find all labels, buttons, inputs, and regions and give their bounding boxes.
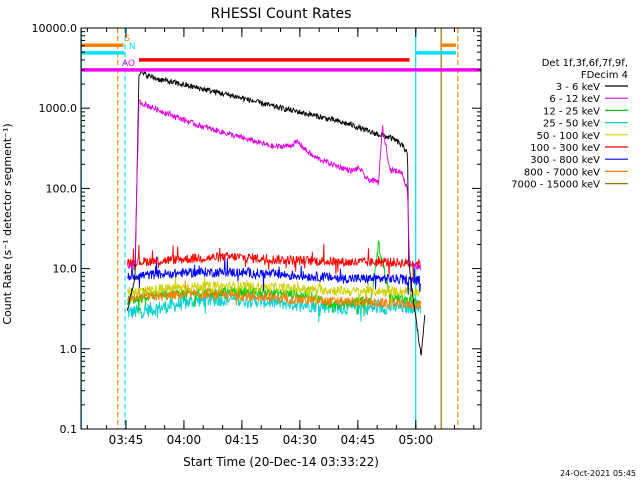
series-line-300-800-kev bbox=[127, 255, 422, 295]
state-label-n: N bbox=[129, 42, 136, 52]
series-line-3-6-kev bbox=[126, 70, 426, 356]
x-axis-label: Start Time (20-Dec-14 03:33:22) bbox=[183, 455, 379, 469]
legend-label-800-7000-kev: 800 - 7000 keV bbox=[524, 167, 600, 178]
legend-label-100-300-kev: 100 - 300 keV bbox=[530, 143, 600, 154]
series-line-6-12-kev bbox=[127, 99, 422, 271]
legend-header: FDecim 4 bbox=[581, 70, 628, 81]
legend-label-25-50-kev: 25 - 50 keV bbox=[543, 119, 600, 130]
x-tick-label: 04:45 bbox=[341, 433, 376, 447]
series-line-100-300-kev bbox=[126, 243, 422, 280]
x-tick-label: 04:30 bbox=[283, 433, 318, 447]
chart-title: RHESSI Count Rates bbox=[211, 6, 352, 22]
x-tick-label: 05:00 bbox=[399, 433, 434, 447]
state-label-s: S bbox=[124, 34, 130, 44]
y-tick-label: 1000.0 bbox=[39, 102, 78, 115]
y-tick-label: 10.0 bbox=[53, 263, 78, 276]
y-axis-label: Count Rate (s⁻¹ detector segment⁻¹) bbox=[1, 123, 14, 324]
legend-label-50-100-kev: 50 - 100 keV bbox=[537, 131, 601, 142]
y-tick-label: 10000.0 bbox=[32, 22, 78, 35]
series-line-800-7000-kev bbox=[126, 280, 422, 310]
y-tick-label: 1.0 bbox=[60, 343, 78, 356]
legend-label-6-12-kev: 6 - 12 keV bbox=[549, 94, 600, 105]
x-tick-label: 04:00 bbox=[167, 433, 202, 447]
x-tick-label: 04:15 bbox=[225, 433, 260, 447]
series-line-50-100-kev bbox=[126, 274, 422, 307]
legend-label-12-25-kev: 12 - 25 keV bbox=[543, 106, 600, 117]
state-label-ao: AO bbox=[122, 59, 135, 69]
legend-label-3-6-kev: 3 - 6 keV bbox=[556, 82, 600, 93]
legend-label-300-800-kev: 300 - 800 keV bbox=[530, 155, 600, 166]
legend-header: Det 1f,3f,6f,7f,9f, bbox=[542, 58, 628, 69]
state-bars: SN AO bbox=[81, 34, 481, 72]
x-tick-label: 03:45 bbox=[109, 433, 144, 447]
axes: 0.1 1.0 10.0 100.0 1000.0 10000.0 03:45 04:00 04… bbox=[32, 22, 481, 447]
data-series bbox=[126, 70, 426, 356]
timestamp: 24-Oct-2021 05:45 bbox=[560, 469, 636, 478]
y-tick-label: 100.0 bbox=[46, 182, 78, 195]
y-tick-label: 0.1 bbox=[60, 423, 78, 436]
legend-label-7000-15000-kev: 7000 - 15000 keV bbox=[511, 180, 600, 191]
